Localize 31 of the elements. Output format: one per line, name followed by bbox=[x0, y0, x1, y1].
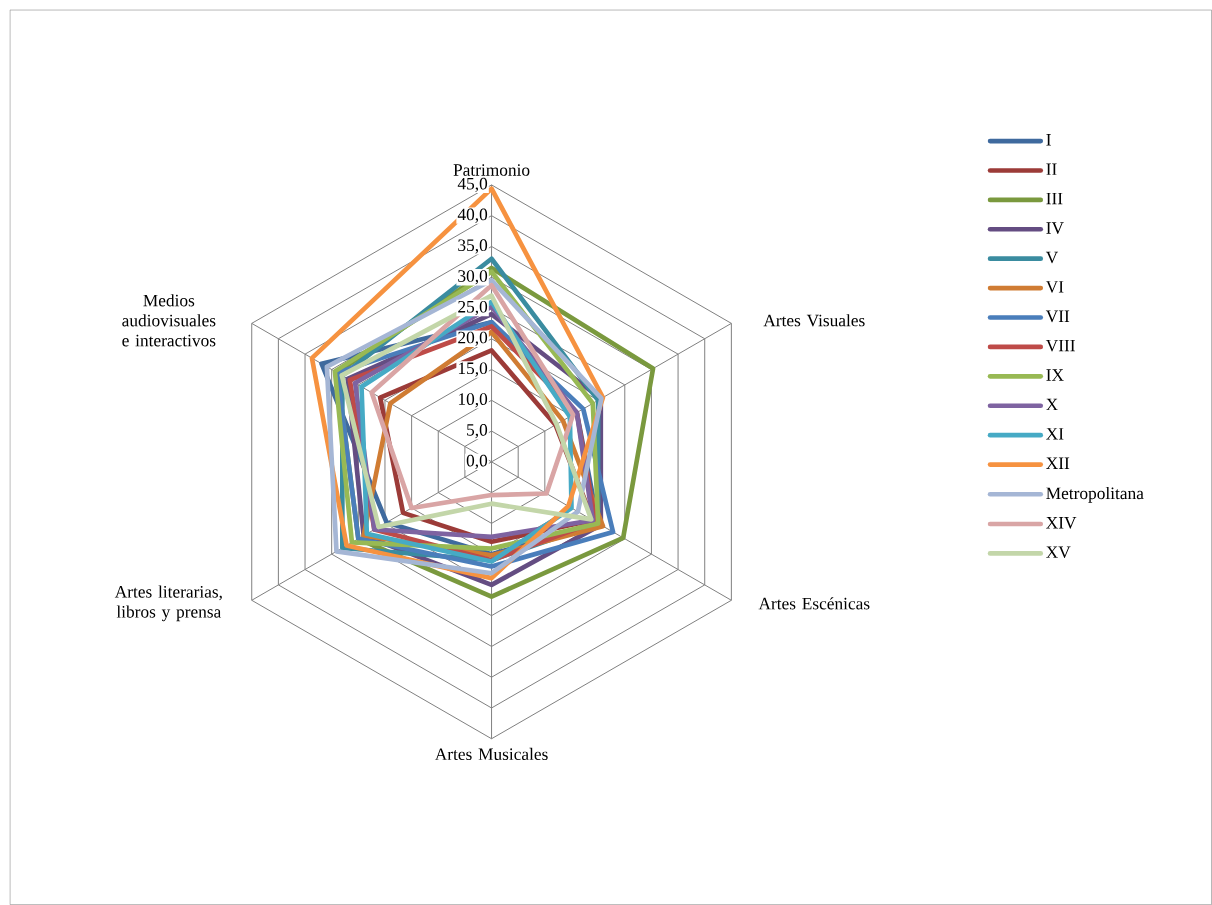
legend-label: IV bbox=[1046, 222, 1064, 234]
y-tick-label: 40,0 bbox=[457, 208, 488, 223]
legend-label: V bbox=[1045, 251, 1059, 264]
legend-label: X bbox=[1046, 398, 1058, 411]
y-tick-label: 20,0 bbox=[458, 331, 488, 346]
y-tick-label: 0,0 bbox=[466, 454, 488, 469]
legend-label: XII bbox=[1046, 457, 1070, 469]
spoke-label: Artes Escénicas bbox=[758, 597, 870, 610]
y-tick-label: 15,0 bbox=[458, 362, 488, 377]
y-tick-label: 30,0 bbox=[458, 270, 488, 285]
y-tick-label: 35,0 bbox=[458, 239, 488, 254]
spoke-label: Patrimonio bbox=[453, 164, 530, 176]
legend-label: VIII bbox=[1045, 339, 1075, 352]
y-tick-label: 45,0 bbox=[457, 177, 488, 192]
legend-label: III bbox=[1046, 192, 1063, 205]
legend-label: IX bbox=[1046, 369, 1064, 381]
legend-label: XV bbox=[1046, 546, 1071, 559]
legend-label: II bbox=[1046, 163, 1057, 175]
spoke-label: Artes Musicales bbox=[434, 747, 548, 760]
legend-label: Metropolitana bbox=[1046, 486, 1144, 503]
spoke-label: Medios audiovisuales e interactivos bbox=[122, 294, 216, 347]
legend-label: I bbox=[1046, 134, 1051, 146]
y-tick-label: 10,0 bbox=[458, 393, 488, 408]
spoke-label: Artes Visuales bbox=[763, 314, 865, 327]
y-tick-label: 5,0 bbox=[467, 423, 488, 439]
legend-label: XIV bbox=[1046, 517, 1077, 529]
legend-label: VI bbox=[1045, 281, 1064, 293]
legend-label: XI bbox=[1046, 428, 1064, 440]
spoke-label: Artes literarias, libros y prensa bbox=[114, 585, 222, 622]
y-tick-label: 25,0 bbox=[458, 300, 488, 316]
legend-label: VII bbox=[1045, 310, 1070, 323]
